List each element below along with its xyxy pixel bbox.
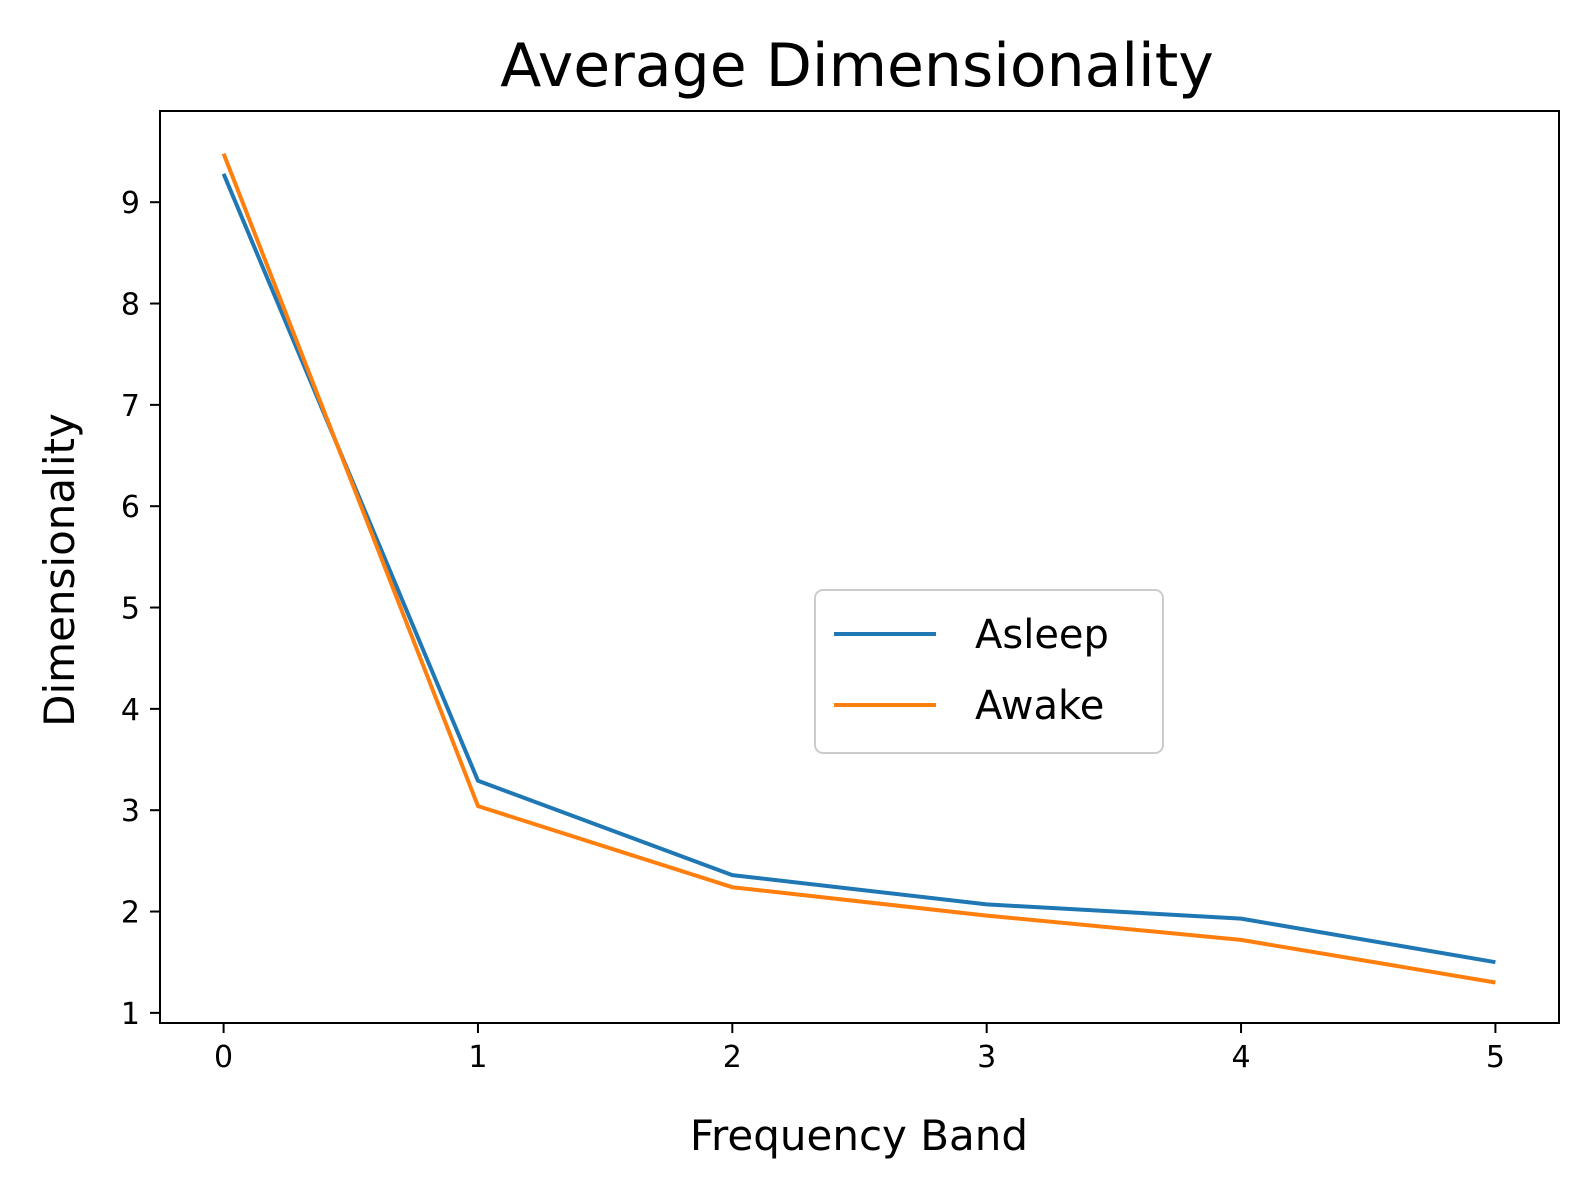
series-layer <box>221 152 1496 985</box>
chart-title: Average Dimensionality <box>500 31 1214 101</box>
x-tick-label: 5 <box>1486 1040 1505 1075</box>
series-line-awake <box>221 152 1496 985</box>
legend: Asleep Awake <box>814 589 1164 754</box>
y-axis-ticks: 1 2 3 4 5 6 7 8 9 <box>121 186 160 1032</box>
y-tick-label: 2 <box>121 896 140 931</box>
x-tick-label: 0 <box>214 1040 233 1075</box>
x-tick-label: 3 <box>977 1040 996 1075</box>
x-axis-ticks: 0 1 2 3 4 5 <box>214 1023 1505 1075</box>
y-tick-label: 8 <box>121 288 140 323</box>
plot-frame <box>159 110 1560 1024</box>
y-tick-label: 4 <box>121 693 140 728</box>
x-axis-label: Frequency Band <box>690 1111 1028 1160</box>
y-tick-label: 3 <box>121 794 140 829</box>
x-tick-label: 4 <box>1231 1040 1250 1075</box>
series-line-asleep <box>221 173 1496 965</box>
x-tick-label: 2 <box>723 1040 742 1075</box>
y-tick-label: 5 <box>121 592 140 627</box>
x-tick-label: 1 <box>468 1040 487 1075</box>
y-axis-label: Dimensionality <box>35 413 84 727</box>
legend-label-asleep: Asleep <box>975 612 1109 658</box>
y-tick-label: 6 <box>121 490 140 525</box>
y-tick-label: 9 <box>121 186 140 221</box>
legend-label-awake: Awake <box>975 683 1104 729</box>
legend-box <box>814 589 1164 754</box>
y-tick-label: 7 <box>121 389 140 424</box>
y-tick-label: 1 <box>121 997 140 1032</box>
